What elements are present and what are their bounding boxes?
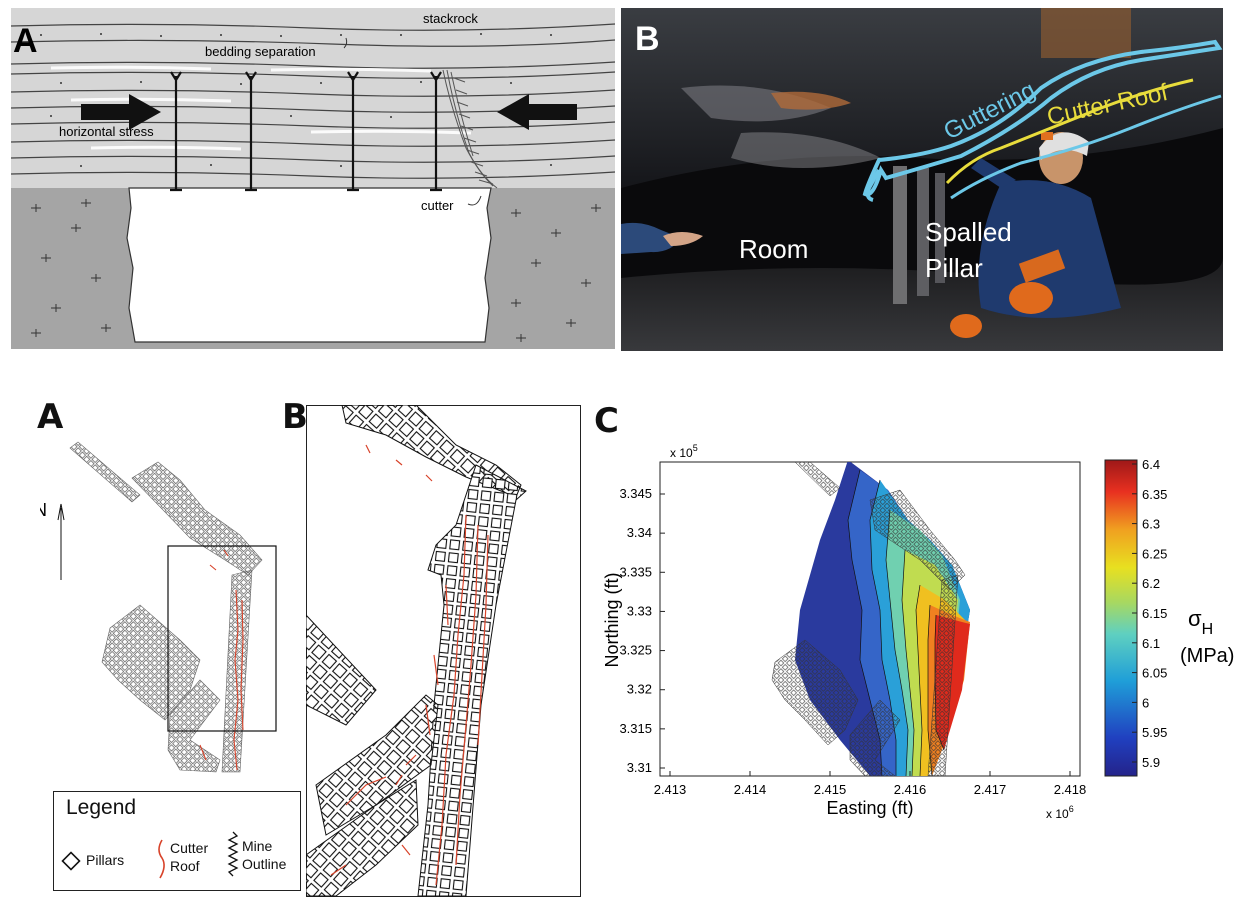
overview-map-svg: N [34, 441, 277, 773]
panel-mains [221, 569, 253, 773]
contour-plot-svg: 2.413 2.414 2.415 2.416 2.417 2.418 3.3453.34… [602, 443, 1234, 821]
spalled-label: Spalled [925, 217, 1012, 247]
rubble-floor [621, 258, 1223, 351]
colorbar-tick-label: 6.4 [1142, 457, 1160, 472]
map-legend: Legend Pillars Cutter Roof Mine Outline [53, 791, 301, 891]
horizontal-stress-label: horizontal stress [59, 124, 154, 139]
north-arrow [57, 503, 65, 580]
x-tick-label: 2.416 [894, 782, 927, 797]
legend-mine-label: Mine [242, 838, 273, 854]
miner-figure [950, 132, 1121, 338]
south-block [305, 779, 419, 897]
west-panels [101, 604, 201, 721]
y-axis: 3.345 3.34 3.335 3.33 3.325 3.32 3.315 3.31 [619, 486, 665, 775]
mine-entry-opening [126, 187, 492, 343]
pillar-symbol-icon [61, 851, 81, 871]
y-tick-label: 3.33 [627, 603, 652, 618]
colorbar-tick-label: 6.1 [1142, 636, 1160, 651]
colorbar-unit: (MPa) [1180, 645, 1234, 667]
y-axis-label: Northing (ft) [602, 572, 622, 667]
west-block [305, 613, 377, 726]
legend-outline-label: Outline [242, 856, 287, 872]
second-person-arm [621, 222, 681, 254]
panel-letter: B [635, 20, 660, 58]
colorbar-tick-label: 6 [1142, 695, 1149, 710]
center-block [315, 694, 439, 836]
cutter-label: cutter [421, 198, 454, 213]
stress-contour-plot: 2.413 2.414 2.415 2.416 2.417 2.418 3.345 3.34… [590, 400, 1238, 840]
cutter-roof-outline [945, 78, 1194, 185]
x-tick-label: 2.413 [654, 782, 687, 797]
y-tick-label: 3.345 [619, 486, 652, 501]
cutter-roof-traces [330, 444, 489, 886]
panel-letter: C [594, 401, 619, 441]
cutter-leader [467, 195, 482, 206]
colorbar-tick-label: 5.95 [1142, 725, 1167, 740]
colorbar-tick-label: 5.9 [1142, 755, 1160, 770]
y-tick-label: 3.32 [627, 682, 652, 697]
panel-letter: B [282, 397, 308, 437]
legend-title: Legend [66, 796, 137, 819]
mine-outline-symbol-icon [227, 831, 239, 877]
cutter-fracture [442, 69, 498, 189]
y-tick-label: 3.325 [619, 643, 652, 658]
overview-mine-map: N [34, 400, 290, 800]
strata-dots [40, 33, 552, 167]
x-axis-label: Easting (ft) [826, 798, 913, 818]
colorbar-ticks: 6.4 6.35 6.3 6.25 6.2 6.15 6.1 6.05 6 5.95 5.9 [1132, 457, 1167, 770]
zoomed-mine-map [305, 404, 581, 897]
panel-letter: A [37, 397, 64, 437]
panel-letter: A [13, 22, 38, 60]
colorbar-tick-label: 6.25 [1142, 546, 1167, 561]
zoomed-map-svg [305, 404, 581, 897]
cross-section-diagram: A stackrock bedding separation horizonta… [10, 8, 616, 349]
cutter-roof-traces [199, 549, 244, 771]
colorbar-tick-label: 6.3 [1142, 517, 1160, 532]
stress-arrow-left [81, 94, 161, 130]
legend-cutter-label: Cutter [170, 840, 209, 856]
mine-photo: B Guttering Cutter Roof Room Spalled Pil… [621, 8, 1223, 351]
colorbar-tick-label: 6.2 [1142, 576, 1160, 591]
roof-bolts [170, 71, 442, 192]
coal-cleats [31, 199, 601, 342]
x-tick-label: 2.414 [734, 782, 767, 797]
stackrock-label: stackrock [423, 11, 478, 26]
separation-gaps [50, 65, 472, 151]
y-tick-label: 3.31 [627, 760, 652, 775]
y-tick-label: 3.315 [619, 721, 652, 736]
x-axis: 2.413 2.414 2.415 2.416 2.417 2.418 [654, 771, 1087, 797]
y-multiplier: x 105 [670, 443, 698, 460]
colorbar-tick-label: 6.05 [1142, 666, 1167, 681]
x-tick-label: 2.417 [974, 782, 1007, 797]
timber-post [917, 168, 929, 296]
cross-section-svg: A stackrock bedding separation horizonta… [10, 8, 616, 349]
y-tick-label: 3.34 [627, 525, 652, 540]
stress-arrow-right [497, 94, 577, 130]
legend-roof-label: Roof [170, 858, 200, 874]
colorbar-tick-label: 6.35 [1142, 487, 1167, 502]
colorbar-tick-label: 6.15 [1142, 606, 1167, 621]
north-mains [131, 461, 263, 576]
pillar-label: Pillar [925, 253, 983, 283]
x-multiplier: x 106 [1046, 804, 1074, 821]
room-label: Room [739, 234, 808, 264]
guttering-outline [862, 39, 1223, 197]
bedding-separation-label: bedding separation [205, 44, 316, 59]
colorbar-symbol: σH [1188, 606, 1213, 638]
x-tick-label: 2.418 [1054, 782, 1087, 797]
mine-photo-svg: B Guttering Cutter Roof Room Spalled Pil… [621, 8, 1223, 351]
timber-post [893, 166, 907, 304]
x-tick-label: 2.415 [814, 782, 847, 797]
timber-post [935, 173, 945, 283]
y-tick-label: 3.335 [619, 564, 652, 579]
colorbar [1104, 459, 1138, 777]
main-entries [417, 464, 527, 897]
cutter-roof-symbol-icon [158, 839, 165, 879]
zoom-box [167, 545, 277, 732]
bedding-leader [343, 37, 348, 49]
legend-pillars-label: Pillars [86, 852, 125, 868]
mine-pillars-overlay [771, 462, 966, 776]
north-label: N [40, 500, 47, 520]
